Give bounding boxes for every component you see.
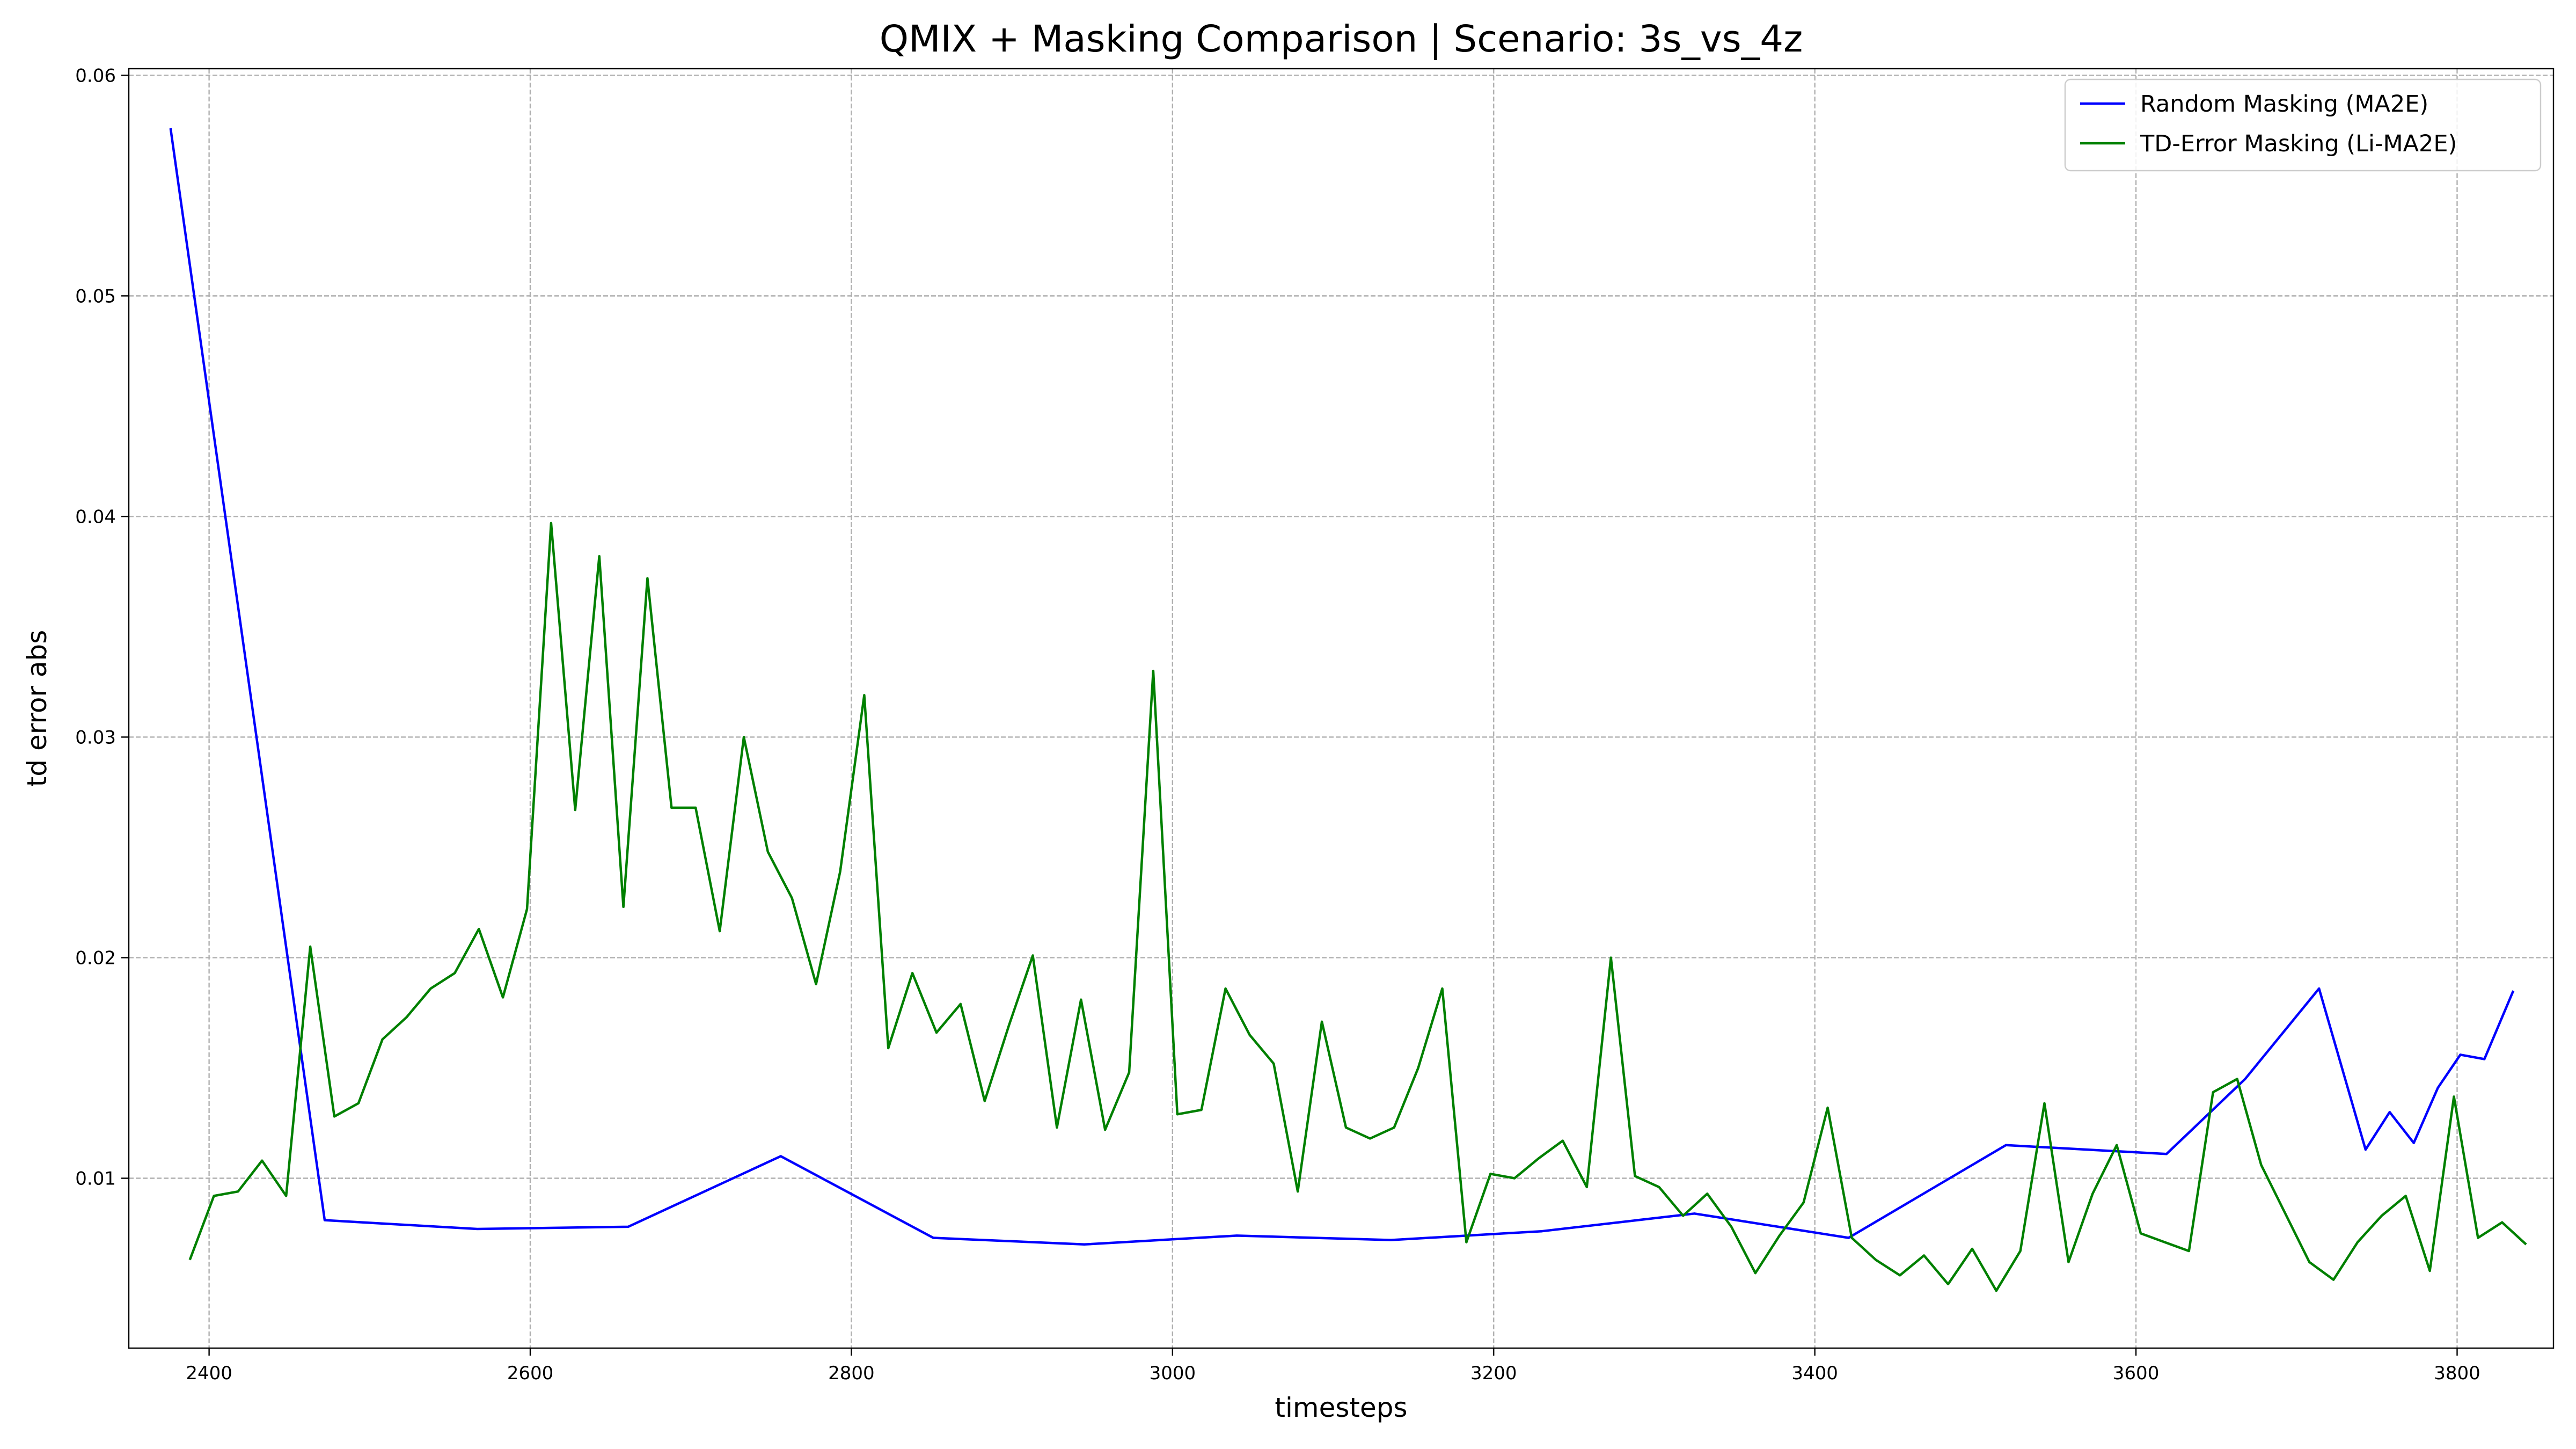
- x-tick-label: 2800: [828, 1363, 875, 1384]
- x-tick-label: 3200: [1470, 1363, 1517, 1384]
- series-line-1: [169, 128, 2515, 1246]
- series-layer: [169, 128, 2527, 1292]
- y-tick-label: 0.06: [75, 65, 116, 86]
- x-tick-label: 2400: [186, 1363, 232, 1384]
- x-tick-label: 3000: [1150, 1363, 1196, 1384]
- y-tick-label: 0.01: [75, 1168, 116, 1190]
- x-axis-title: timesteps: [1275, 1392, 1407, 1423]
- tick-layer: 2400 2600 2800 3000 3200 3400 3600 3800 0.01 0.02…: [75, 65, 2480, 1384]
- chart-title: QMIX + Masking Comparison | Scenario: 3s…: [880, 18, 1803, 61]
- y-tick-label: 0.02: [75, 947, 116, 969]
- legend: Random Masking (MA2E) TD-Error Masking (L…: [2064, 78, 2542, 172]
- legend-label-2: TD-Error Masking (Li-MA2E): [2140, 130, 2457, 157]
- y-tick-label: 0.05: [75, 286, 116, 307]
- x-tick-label: 3400: [1791, 1363, 1838, 1384]
- x-tick-label: 2600: [507, 1363, 554, 1384]
- y-tick-label: 0.03: [75, 727, 116, 748]
- x-tick-label: 3800: [2434, 1363, 2480, 1384]
- legend-label-1: Random Masking (MA2E): [2140, 91, 2428, 118]
- series-line-2: [188, 522, 2527, 1292]
- plot-frame: [128, 68, 2555, 1349]
- legend-box: [2064, 78, 2542, 172]
- x-tick-label: 3600: [2113, 1363, 2160, 1384]
- y-tick-label: 0.04: [75, 506, 116, 528]
- y-axis-title: td error abs: [21, 630, 53, 787]
- grid-layer: [129, 69, 2553, 1348]
